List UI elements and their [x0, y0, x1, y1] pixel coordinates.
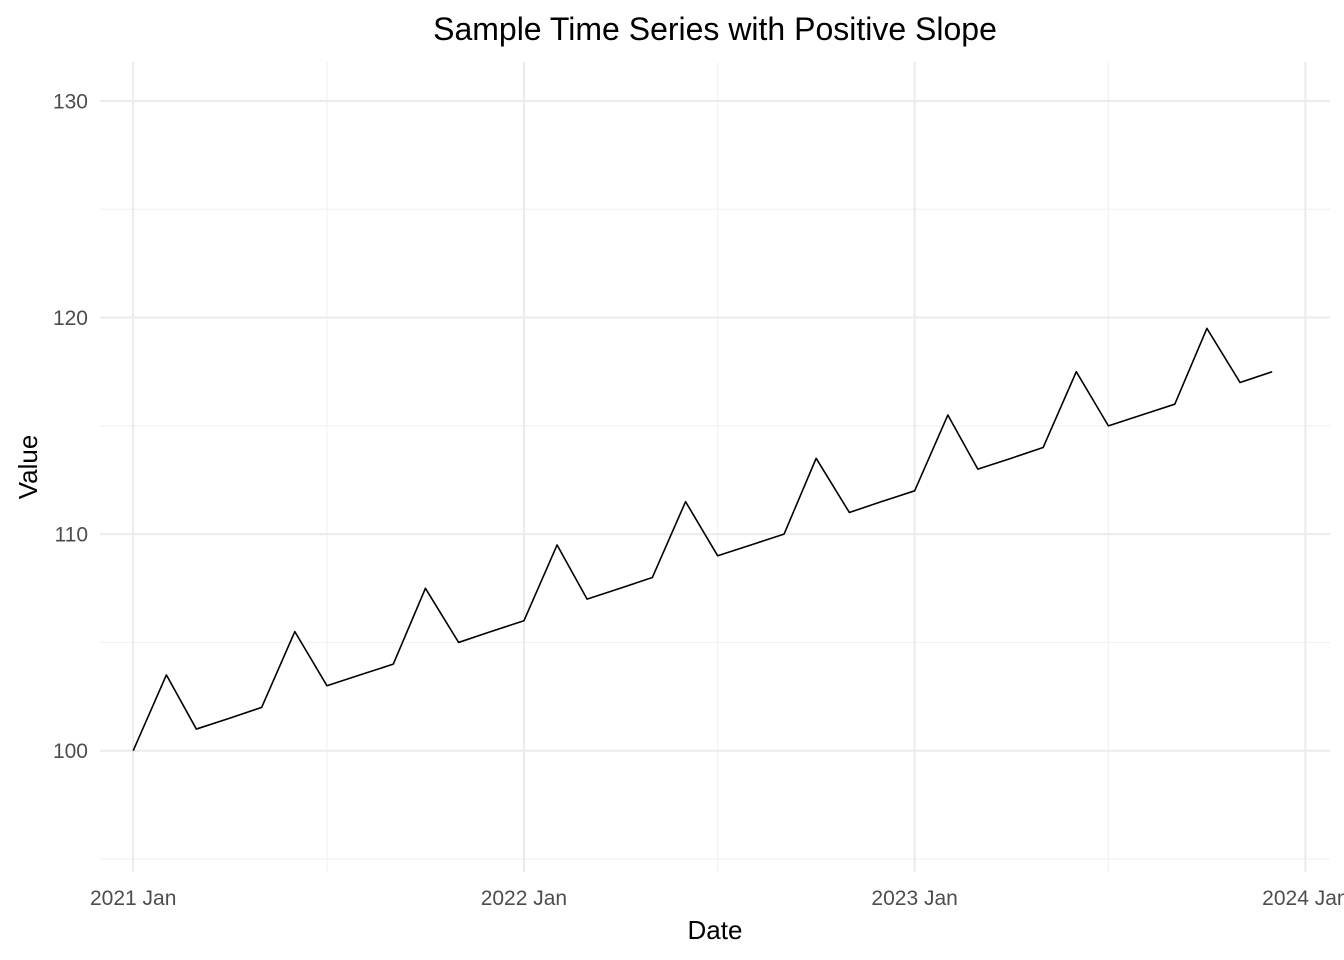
x-tick-label: 2023 Jan	[871, 887, 957, 910]
major-y-gridlines	[100, 99, 1330, 752]
series-line	[132, 327, 1273, 752]
major-x-gridlines	[132, 62, 1307, 872]
x-axis-title: Date	[688, 915, 743, 945]
x-tick-label: 2022 Jan	[481, 887, 567, 910]
y-axis-title: Value	[13, 435, 43, 500]
y-tick-label: 110	[55, 524, 88, 547]
y-tick-label: 130	[53, 90, 88, 113]
minor-x-gridlines	[326, 62, 1110, 872]
chart-title: Sample Time Series with Positive Slope	[433, 11, 997, 47]
y-axis-tick-labels: 100 110 120 130	[53, 90, 88, 763]
x-tick-label: 2024 Jan	[1262, 887, 1344, 910]
y-tick-label: 120	[53, 307, 88, 330]
x-tick-label: 2021 Jan	[90, 887, 176, 910]
x-axis-tick-labels: 2021 Jan 2022 Jan 2023 Jan 2024 Jan	[90, 887, 1344, 910]
y-tick-label: 100	[53, 740, 88, 763]
series-layer	[132, 327, 1273, 752]
minor-y-gridlines	[100, 208, 1330, 860]
